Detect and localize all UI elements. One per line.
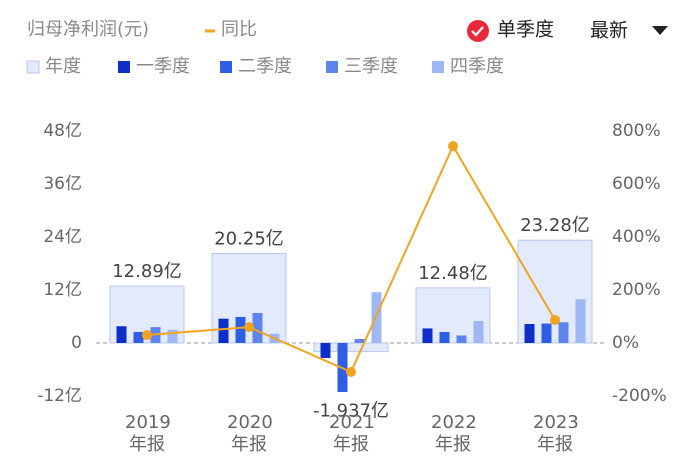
value-label: 12.89亿 [112, 261, 182, 282]
y2-tick-label: 600% [612, 174, 661, 194]
legend-swatch [26, 60, 40, 74]
y2-tick-label: 0% [612, 333, 639, 353]
legend-label: 二季度 [238, 56, 292, 77]
legend-label: 同比 [221, 19, 257, 40]
legend-label: 三季度 [344, 56, 398, 77]
legend-label: 年度 [45, 56, 81, 77]
quarter-bar [422, 328, 433, 343]
quarter-bar [439, 331, 450, 343]
x-tick-label: 2023年报 [533, 412, 579, 455]
value-label: 23.28亿 [520, 215, 590, 236]
quarter-bar [167, 329, 178, 343]
y-tick-label: 36亿 [43, 174, 82, 194]
yoy-point [550, 314, 560, 325]
quarter-bar [320, 343, 331, 359]
yoy-point [142, 330, 152, 341]
legend-label: 四季度 [450, 56, 504, 77]
y2-tick-label: 400% [612, 227, 661, 247]
quarter-bar [133, 331, 144, 343]
quarter-bar [575, 299, 586, 343]
quarter-bar [235, 316, 246, 343]
legend-swatch [220, 61, 232, 73]
chart-title: 归母净利润(元) [27, 19, 149, 40]
y-tick-label: 0 [71, 333, 82, 353]
yoy-line [146, 143, 556, 374]
y-tick-label: -12亿 [37, 386, 82, 406]
dropdown-arrow[interactable] [652, 26, 668, 35]
legend-swatch [118, 61, 130, 73]
value-label: -1.937亿 [313, 401, 389, 422]
y2-tick-label: -200% [612, 386, 667, 406]
legend-label: 一季度 [136, 56, 190, 77]
x-tick-label: 2019年报 [125, 412, 171, 455]
quarter-bar [473, 320, 484, 343]
quarter-bar [456, 335, 467, 343]
quarter-bar [252, 312, 263, 343]
yoy-point [448, 141, 458, 152]
yoy-point [244, 322, 254, 333]
toggle-icon[interactable] [467, 20, 489, 42]
y-tick-label: 24亿 [43, 227, 82, 247]
x-tick-label: 2022年报 [431, 412, 477, 455]
x-tick-label: 2020年报 [227, 412, 273, 455]
quarter-bar [116, 326, 127, 343]
y2-tick-label: 800% [612, 121, 661, 141]
quarter-bar [558, 322, 569, 343]
legend-swatch [326, 61, 338, 73]
legend-swatch [432, 61, 444, 73]
quarter-bar [354, 339, 365, 343]
value-label: 20.25亿 [214, 229, 284, 250]
x-tick-label: 2021年报 [329, 412, 375, 455]
quarter-bar [541, 323, 552, 343]
y-tick-label: 48亿 [43, 121, 82, 141]
sort-dropdown[interactable]: 最新 [590, 20, 628, 42]
value-label: 12.48亿 [418, 263, 488, 284]
quarter-bar [218, 318, 229, 343]
toggle-check [471, 26, 484, 37]
y-tick-label: 12亿 [43, 280, 82, 300]
quarter-bar [524, 324, 535, 343]
y2-tick-label: 200% [612, 280, 661, 300]
annual-bar [313, 342, 389, 353]
mode-toggle[interactable]: 单季度 [497, 19, 554, 41]
yoy-point [346, 366, 356, 377]
